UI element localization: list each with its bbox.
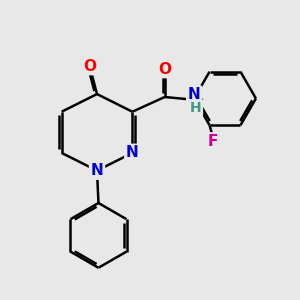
Text: N: N — [188, 87, 200, 102]
Text: H: H — [190, 101, 202, 115]
Text: F: F — [207, 134, 218, 149]
Text: O: O — [158, 61, 171, 76]
Text: N: N — [91, 163, 103, 178]
Text: N: N — [126, 146, 139, 160]
Text: O: O — [83, 58, 96, 74]
